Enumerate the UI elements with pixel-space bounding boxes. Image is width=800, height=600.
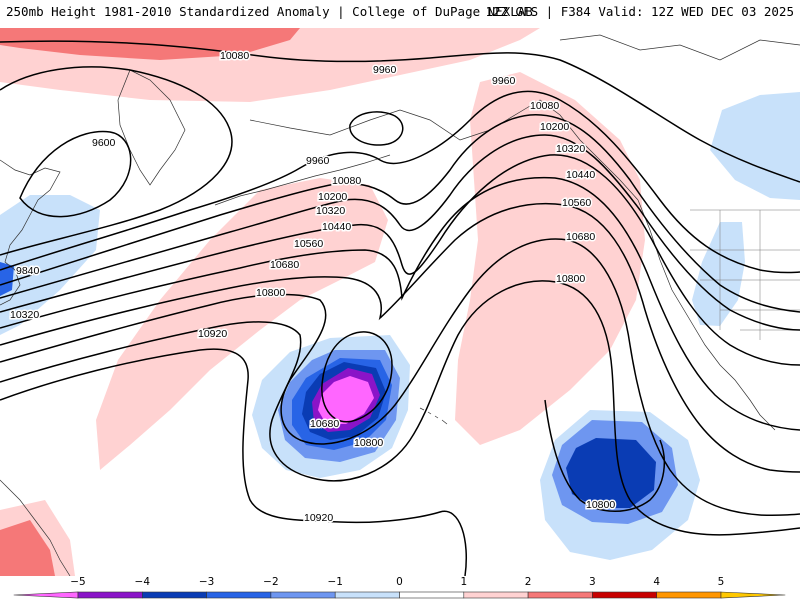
contour-10080 (0, 114, 800, 313)
contour-10800 (0, 280, 800, 536)
negative-anomaly-northeast (710, 92, 800, 200)
kamchatka-coast (117, 69, 186, 186)
colorbar-swatch (656, 591, 722, 599)
contour-northern-2 (0, 66, 233, 256)
contour-label: 9960 (306, 155, 330, 167)
contour-label: 10920 (304, 512, 333, 524)
strong-positive-anomaly-southwest (0, 520, 55, 576)
colorbar-swatch (142, 591, 207, 599)
contour-label: 10320 (316, 205, 345, 217)
contour-label: 10920 (198, 328, 227, 340)
contour-label: 10320 (10, 309, 39, 321)
contour-label: 10200 (318, 191, 347, 203)
contour-label: 10560 (294, 238, 323, 250)
colorbar-swatch (399, 591, 465, 599)
contour-9600 (19, 130, 132, 218)
contour-10560 (0, 202, 800, 473)
contour-label: 9960 (492, 75, 516, 87)
contour-northern-1 (0, 40, 800, 183)
weather-map: 10080 9960 9960 10080 10200 10320 10440 … (0, 28, 800, 576)
hawaii-islands (419, 407, 448, 425)
contour-10200 (0, 134, 800, 331)
contour-northern-3 (0, 90, 800, 274)
contour-10680-loop (0, 238, 800, 517)
colorbar-swatch (334, 591, 400, 599)
contour-label: 10680 (310, 418, 339, 430)
contour-10920 (0, 348, 467, 576)
colorbar-tick-label: −5 (70, 576, 85, 588)
contour-label: 10800 (586, 499, 615, 511)
map-title: 250mb Height 1981-2010 Standardized Anom… (6, 4, 533, 19)
colorbar-swatches (13, 591, 786, 599)
colorbar-tick-label: −3 (199, 576, 214, 588)
negative-anomaly-west-core (0, 262, 14, 296)
colorbar-swatch (77, 591, 143, 599)
colorbar-swatch (270, 591, 336, 599)
colorbar-swatch (13, 591, 79, 599)
contour-label: 10320 (556, 143, 585, 155)
contour-label: 10440 (322, 221, 351, 233)
colorbar-tick-label: 1 (460, 576, 467, 588)
us-state-lines (690, 209, 800, 340)
colorbar-swatch (463, 591, 529, 599)
australia-coast (0, 479, 71, 576)
colorbar-swatch (206, 591, 272, 599)
colorbar-tick-label: 0 (396, 576, 403, 588)
canada-islands (559, 34, 800, 61)
colorbar-swatch (527, 591, 593, 599)
colorbar-swatch (720, 591, 786, 599)
contour-label: 10680 (566, 231, 595, 243)
colorbar-tick-labels: −5 −4 −3 −2 −1 0 1 2 3 4 5 (70, 576, 724, 588)
height-contours (0, 40, 800, 576)
positive-anomaly-ridge-central (96, 178, 388, 470)
contour-10800-southeast (544, 399, 666, 512)
negative-anomaly-central-core (318, 376, 374, 424)
contour-label: 10800 (256, 287, 285, 299)
contour-label: 10800 (556, 273, 585, 285)
anomaly-shading (0, 28, 800, 576)
map-header: 250mb Height 1981-2010 Standardized Anom… (0, 0, 800, 22)
aleutian-chain (214, 154, 391, 206)
contour-10320 (0, 154, 800, 366)
asia-coastline (0, 159, 61, 306)
colorbar-tick-label: −4 (135, 576, 151, 588)
contour-label: 9960 (373, 64, 397, 76)
contour-low-aleutian (349, 111, 404, 146)
contour-label: 10080 (332, 175, 361, 187)
contour-label: 10680 (270, 259, 299, 271)
model-run-info: 12Z GFS | F384 Valid: 12Z WED DEC 03 202… (485, 4, 794, 19)
negative-anomaly-southeast-core (566, 438, 656, 508)
contour-10440 (0, 176, 800, 431)
contour-label: 9600 (92, 137, 116, 149)
colorbar-tick-label: 2 (525, 576, 532, 588)
colorbar-legend: −5 −4 −3 −2 −1 0 1 2 3 4 5 (13, 576, 786, 599)
contour-central-low-inner (321, 331, 393, 423)
contour-label: 10440 (566, 169, 595, 181)
colorbar-tick-label: 3 (589, 576, 596, 588)
contour-label: 10080 (220, 50, 249, 62)
positive-anomaly-ridge-east (455, 72, 645, 445)
colorbar-swatch (592, 591, 658, 599)
negative-anomaly-coast (692, 222, 745, 326)
negative-anomaly-west (0, 195, 100, 335)
colorbar-tick-label: −2 (263, 576, 278, 588)
contour-labels: 10080 9960 9960 10080 10200 10320 10440 … (9, 49, 617, 526)
contour-label: 9840 (16, 265, 40, 277)
contour-label: 10560 (562, 197, 591, 209)
colorbar-tick-label: 5 (718, 576, 725, 588)
contour-label: 10200 (540, 121, 569, 133)
colorbar-tick-label: −1 (327, 576, 342, 588)
colorbar-tick-label: 4 (653, 576, 660, 588)
contour-label: 10800 (354, 437, 383, 449)
contour-label: 10080 (530, 100, 559, 112)
